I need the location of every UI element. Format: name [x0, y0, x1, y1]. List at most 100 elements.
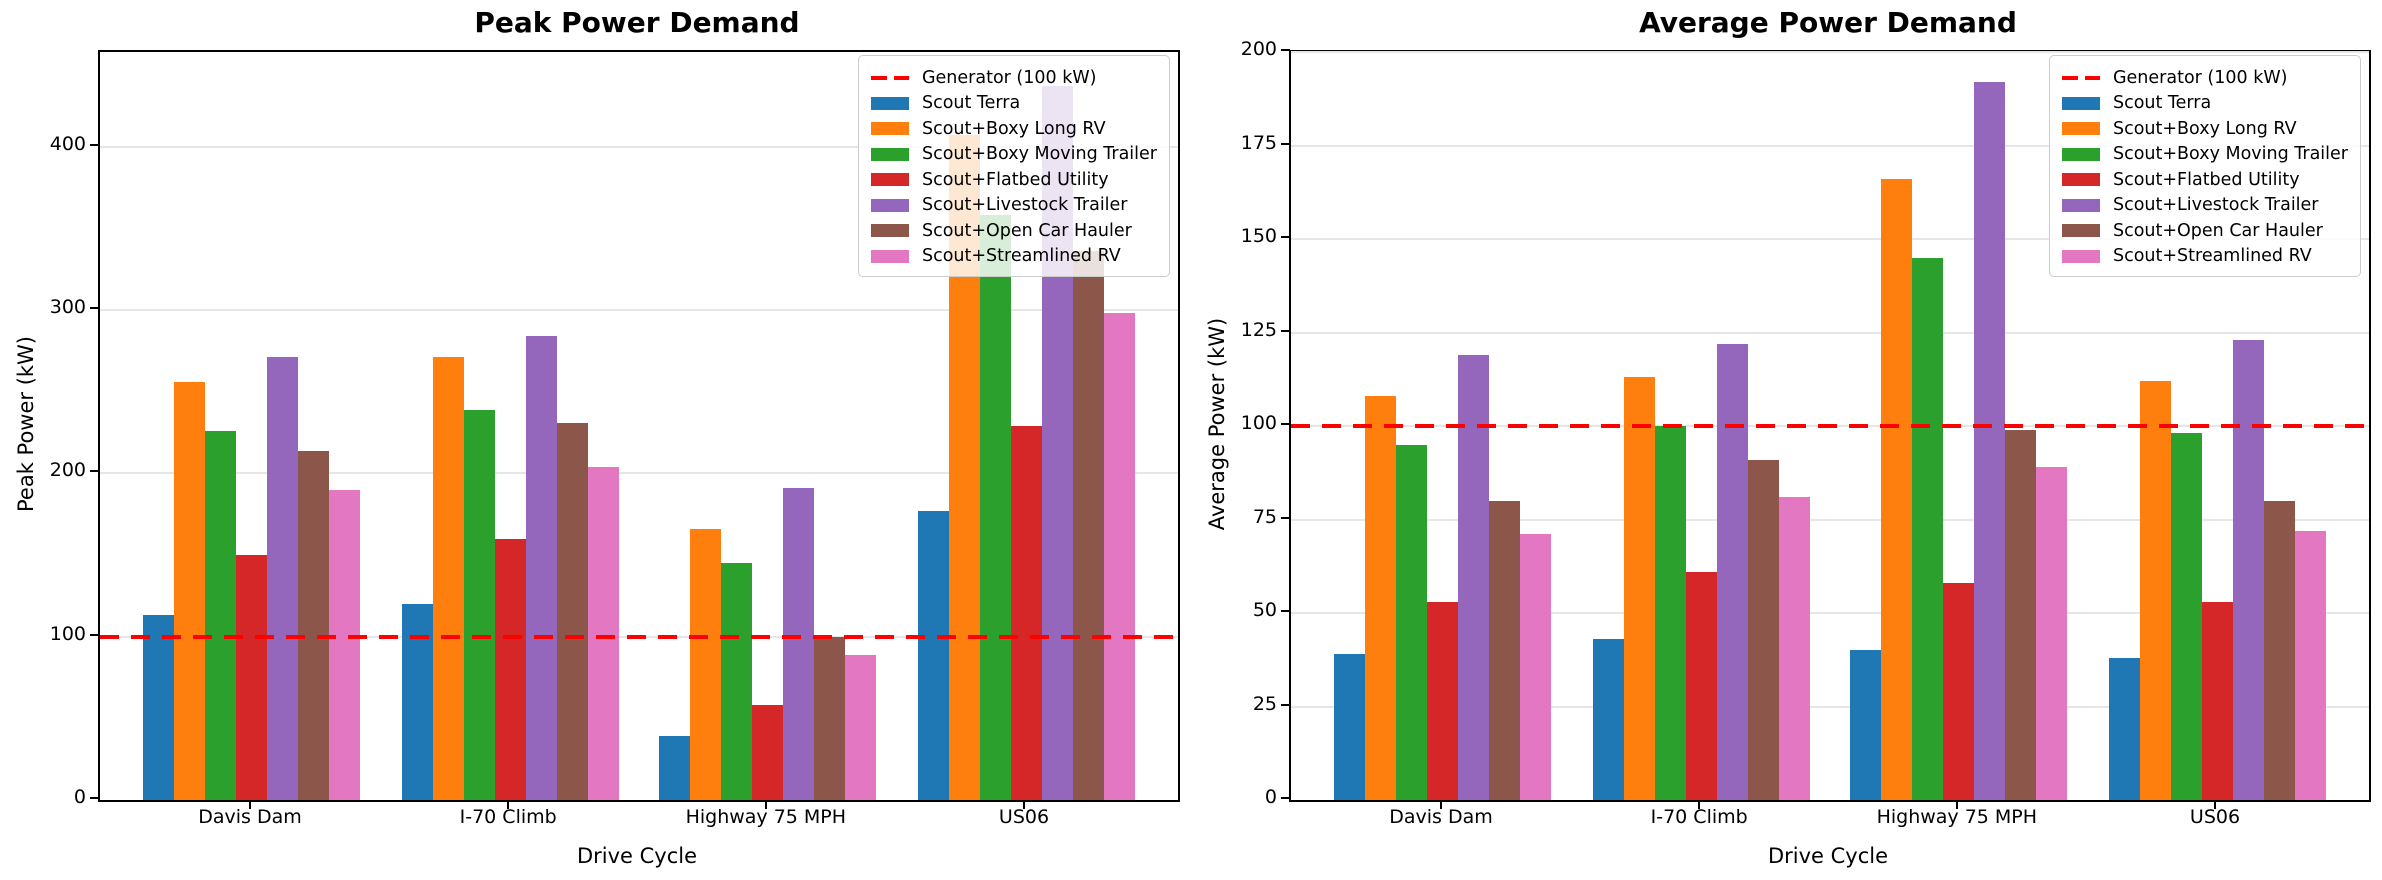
bar-scout-boxy-moving-trailer-us06 — [2170, 433, 2202, 800]
legend-item-scout-boxy-moving-trailer: Scout+Boxy Moving Trailer — [870, 142, 1157, 168]
legend-item-scout-open-car-hauler: Scout+Open Car Hauler — [870, 218, 1157, 244]
legend-color-swatch — [2061, 224, 2100, 238]
y-tick-mark — [1281, 423, 1290, 425]
legend-label: Scout+Boxy Moving Trailer — [2112, 144, 2348, 165]
legend-item-scout-boxy-long-rv: Scout+Boxy Long RV — [2061, 116, 2348, 142]
bar-scout-streamlined-rv-i-70-climb — [587, 466, 619, 800]
legend-item-generator: Generator (100 kW) — [2061, 65, 2348, 91]
bar-scout-terra-davis-dam — [143, 615, 175, 800]
legend-item-scout-boxy-moving-trailer: Scout+Boxy Moving Trailer — [2061, 142, 2348, 168]
bar-scout-open-car-hauler-davis-dam — [298, 450, 330, 800]
gridline-125 — [1291, 331, 2369, 334]
legend-label: Scout+Boxy Moving Trailer — [921, 144, 1157, 165]
legend-label: Generator (100 kW) — [921, 67, 1097, 88]
y-tick-label: 25 — [1252, 692, 1277, 715]
x-tick-label-davis-dam: Davis Dam — [1389, 806, 1493, 828]
legend-label: Scout Terra — [921, 93, 1021, 114]
legend-label: Scout+Open Car Hauler — [2112, 220, 2323, 241]
bar-scout-flatbed-utility-highway-75-mph — [1943, 583, 1975, 800]
bar-scout-flatbed-utility-davis-dam — [1427, 601, 1459, 800]
bar-scout-flatbed-utility-highway-75-mph — [752, 705, 784, 800]
bar-scout-flatbed-utility-us06 — [2201, 601, 2233, 800]
legend: Generator (100 kW) Scout Terra Scout+Boxy … — [2048, 55, 2361, 277]
bar-scout-terra-i-70-climb — [1592, 639, 1624, 800]
bar-scout-boxy-moving-trailer-i-70-climb — [1654, 426, 1686, 800]
legend-item-scout-terra: Scout Terra — [870, 91, 1157, 117]
bar-scout-boxy-long-rv-highway-75-mph — [1881, 179, 1913, 800]
legend-color-swatch — [870, 198, 909, 212]
gridline-75 — [1291, 518, 2369, 521]
legend-item-scout-open-car-hauler: Scout+Open Car Hauler — [2061, 218, 2348, 244]
y-tick-mark — [1281, 236, 1290, 238]
legend-item-scout-flatbed-utility: Scout+Flatbed Utility — [2061, 167, 2348, 193]
x-tick-mark — [507, 800, 510, 809]
bar-scout-terra-us06 — [2108, 657, 2140, 800]
bar-scout-livestock-trailer-i-70-climb — [1716, 343, 1748, 800]
x-tick-mark — [1698, 800, 1701, 809]
bar-scout-terra-highway-75-mph — [659, 736, 691, 800]
legend-color-swatch — [2061, 147, 2100, 161]
legend-label: Scout+Open Car Hauler — [921, 220, 1132, 241]
page-title: Average Power Demand — [1639, 6, 2017, 39]
legend-label: Generator (100 kW) — [2112, 67, 2288, 88]
y-tick-label: 75 — [1252, 505, 1277, 528]
legend-label: Scout+Flatbed Utility — [2112, 169, 2300, 190]
bar-scout-streamlined-rv-highway-75-mph — [2036, 467, 2068, 800]
bar-scout-boxy-long-rv-davis-dam — [1365, 396, 1397, 800]
gridline-150 — [1291, 238, 2369, 240]
bar-scout-terra-us06 — [917, 510, 949, 800]
bar-scout-open-car-hauler-us06 — [1072, 251, 1104, 800]
bar-scout-streamlined-rv-davis-dam — [1520, 534, 1552, 800]
y-tick-label: 300 — [49, 296, 86, 319]
y-tick-label: 150 — [1240, 225, 1277, 247]
gridline-200 — [1291, 51, 2369, 53]
legend-item-scout-flatbed-utility: Scout+Flatbed Utility — [870, 167, 1157, 193]
legend-item-scout-terra: Scout Terra — [2061, 91, 2348, 117]
y-tick-label: 100 — [1240, 412, 1277, 434]
legend: Generator (100 kW) Scout Terra Scout+Boxy … — [857, 55, 1170, 277]
y-tick-label: 400 — [49, 132, 86, 155]
bar-scout-open-car-hauler-i-70-climb — [556, 422, 588, 800]
bar-scout-flatbed-utility-davis-dam — [236, 555, 268, 800]
legend-color-swatch — [2061, 198, 2100, 212]
bar-scout-open-car-hauler-i-70-climb — [1747, 459, 1779, 800]
y-tick-mark — [1281, 610, 1290, 612]
legend-color-swatch — [870, 122, 909, 136]
y-tick-mark — [90, 633, 99, 636]
legend-color-swatch — [870, 249, 909, 263]
legend-color-swatch — [2061, 249, 2100, 263]
bar-scout-livestock-trailer-davis-dam — [267, 357, 299, 800]
bar-scout-livestock-trailer-highway-75-mph — [783, 488, 815, 800]
bar-scout-boxy-long-rv-us06 — [2139, 381, 2171, 800]
bar-scout-open-car-hauler-us06 — [2263, 500, 2295, 800]
gridline-50 — [1291, 612, 2369, 614]
y-tick-label: 0 — [1264, 786, 1277, 808]
legend-item-scout-livestock-trailer: Scout+Livestock Trailer — [2061, 193, 2348, 219]
bar-scout-flatbed-utility-i-70-climb — [1685, 571, 1717, 800]
y-tick-mark — [1281, 797, 1290, 799]
bar-scout-boxy-moving-trailer-i-70-climb — [463, 409, 495, 800]
legend-label: Scout+Streamlined RV — [2112, 246, 2312, 267]
legend-label: Scout+Livestock Trailer — [2112, 195, 2319, 216]
bar-scout-livestock-trailer-davis-dam — [1458, 354, 1490, 800]
legend-label: Scout+Streamlined RV — [921, 246, 1121, 267]
x-tick-label-davis-dam: Davis Dam — [198, 806, 302, 828]
bar-scout-livestock-trailer-i-70-climb — [525, 336, 557, 800]
y-tick-label: 200 — [1240, 38, 1277, 60]
bar-scout-streamlined-rv-i-70-climb — [1778, 497, 1810, 800]
bar-scout-streamlined-rv-davis-dam — [329, 489, 361, 800]
legend-label: Scout+Boxy Long RV — [2112, 118, 2297, 139]
legend-color-swatch — [870, 224, 909, 238]
y-tick-mark — [90, 143, 99, 146]
bar-scout-boxy-long-rv-highway-75-mph — [690, 528, 722, 800]
y-tick-label: 0 — [73, 786, 86, 808]
y-tick-mark — [1281, 516, 1290, 519]
y-tick-label: 100 — [49, 622, 86, 645]
average-power-chart: Average Power Demand Average Power (kW) … — [1191, 0, 2382, 880]
bar-scout-streamlined-rv-highway-75-mph — [845, 654, 877, 800]
legend-color-swatch — [2061, 173, 2100, 187]
bar-scout-boxy-long-rv-davis-dam — [174, 381, 206, 800]
bar-scout-terra-highway-75-mph — [1850, 650, 1882, 800]
x-axis-label: Drive Cycle — [1767, 844, 1889, 868]
